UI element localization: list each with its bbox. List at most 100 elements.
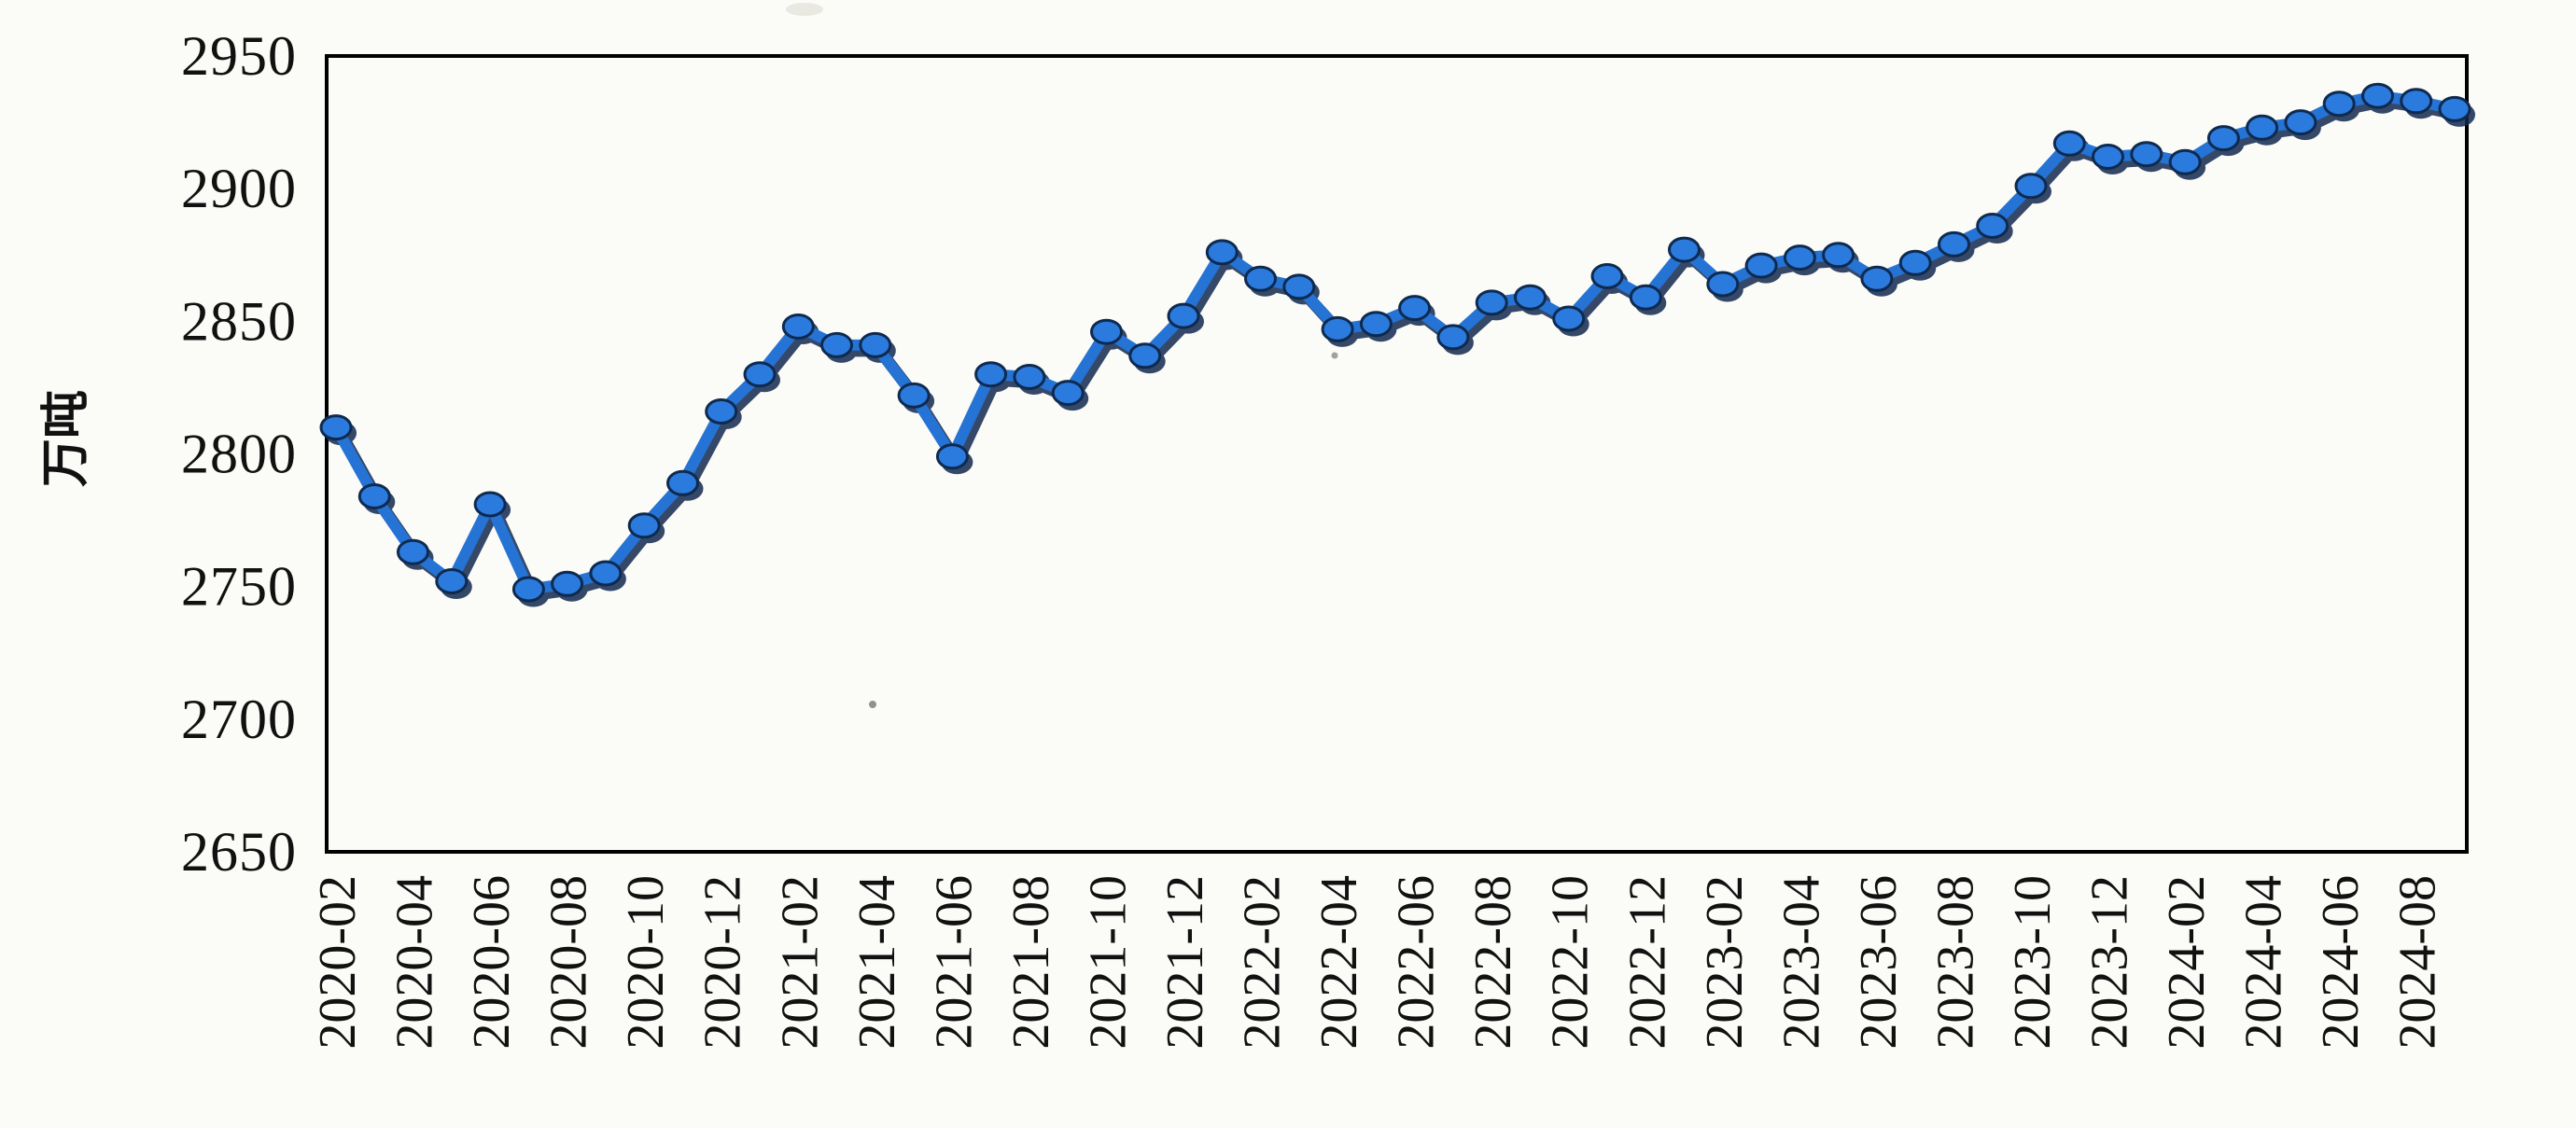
data-point-marker [397,538,429,565]
data-series [319,82,2475,607]
x-tick-label: 2024-08 [2389,875,2447,1050]
data-point-marker [627,512,661,539]
x-tick-label: 2023-02 [1696,875,1754,1050]
data-point-marker [820,331,853,358]
data-point-marker [1128,342,1162,369]
data-point-marker [435,568,469,594]
x-tick-label: 2023-08 [1926,875,1984,1050]
data-point-marker [935,443,969,470]
x-tick-label: 2024-04 [2235,875,2293,1050]
plot-frame [325,54,2469,854]
x-tick-label: 2020-04 [386,875,444,1050]
data-point-marker [1282,273,1316,300]
x-tick-label: 2020-06 [463,875,521,1050]
data-point-marker [2052,130,2086,157]
data-point-marker [1436,324,1470,351]
data-point-marker [1552,305,1586,332]
scan-speck [869,701,876,708]
y-tick-label: 2650 [181,821,297,883]
data-point-marker [1706,271,1740,298]
data-point-marker [2206,125,2240,152]
y-tick-labels: 2650 2700 2750 2800 2850 2900 2950 [181,25,297,883]
x-tick-label: 2024-06 [2312,875,2370,1050]
data-point-marker [974,361,1008,388]
data-point-marker [1590,263,1624,289]
x-tick-label: 2022-06 [1388,875,1446,1050]
data-point-marker [1167,302,1200,329]
data-point-marker [897,382,931,409]
x-tick-label: 2022-04 [1310,875,1368,1050]
data-point-marker [2438,95,2471,122]
data-point-marker [705,398,738,425]
y-axis-title: 万吨 [38,390,94,487]
x-tick-label: 2023-04 [1772,875,1830,1050]
x-tick-label: 2023-06 [1850,875,1908,1050]
y-tick-label: 2700 [181,689,297,750]
data-point-marker [1398,295,1432,322]
x-tick-label: 2022-12 [1618,875,1676,1050]
data-point-marker [2014,173,2048,200]
scan-speck [1331,352,1338,359]
data-point-marker [2092,144,2124,170]
data-point-marker [551,570,584,597]
x-tick-label: 2021-12 [1156,875,1214,1050]
data-point-marker [1475,289,1508,316]
x-tick-label: 2023-12 [2081,875,2139,1050]
data-point-marker [1051,380,1085,407]
x-tick-labels: 2020-02 2020-04 2020-06 2020-08 2020-10 2020-… [309,875,2447,1050]
x-tick-label: 2021-08 [1002,875,1060,1050]
data-point-marker [1938,230,1970,258]
x-tick-label: 2021-04 [848,875,906,1050]
data-point-marker [1860,265,1894,292]
data-point-marker [2168,148,2202,175]
data-point-marker [1013,364,1046,390]
data-point-marker [666,469,699,496]
data-point-marker [2284,109,2317,136]
data-point-marker [859,331,892,358]
scan-artifacts [786,3,1338,708]
x-tick-label: 2022-02 [1234,875,1292,1050]
x-tick-label: 2023-10 [2004,875,2062,1050]
data-point-marker [589,560,623,587]
data-point-marker [1205,239,1239,266]
x-tick-label: 2021-02 [771,875,829,1050]
data-point-marker [1898,249,1932,276]
x-tick-label: 2024-02 [2158,875,2216,1050]
data-point-marker [319,414,353,441]
x-tick-label: 2021-10 [1079,875,1137,1050]
data-point-marker [1514,284,1547,311]
data-point-marker [2322,91,2356,118]
scan-smudge [786,3,823,16]
data-point-marker [511,576,545,603]
data-point-marker [1783,244,1816,272]
data-point-marker [1359,311,1393,338]
data-point-marker [2246,114,2279,141]
data-point-marker [781,313,815,340]
data-point-marker [1744,252,1778,279]
y-tick-label: 2750 [181,556,297,618]
data-point-marker [1976,213,2009,239]
y-tick-label: 2800 [181,424,297,485]
x-tick-label: 2022-10 [1542,875,1600,1050]
data-point-marker [743,361,777,388]
x-tick-label: 2020-12 [694,875,752,1050]
data-point-marker [2361,82,2394,109]
x-tick-label: 2020-02 [309,875,367,1050]
y-tick-label: 2850 [181,290,297,352]
data-point-marker [1090,318,1123,345]
data-point-marker [1244,265,1277,292]
x-tick-label: 2020-10 [617,875,675,1050]
x-tick-label: 2021-06 [925,875,983,1050]
data-point-marker [357,483,391,509]
x-tick-label: 2022-08 [1464,875,1522,1050]
data-point-marker [1321,315,1354,342]
x-tick-label: 2020-08 [540,875,598,1050]
data-point-marker [473,491,507,518]
data-point-marker [2130,141,2163,168]
data-point-marker [1822,242,1855,269]
data-point-marker [1629,284,1662,311]
data-point-marker [1668,236,1701,263]
data-point-marker [2400,88,2433,115]
